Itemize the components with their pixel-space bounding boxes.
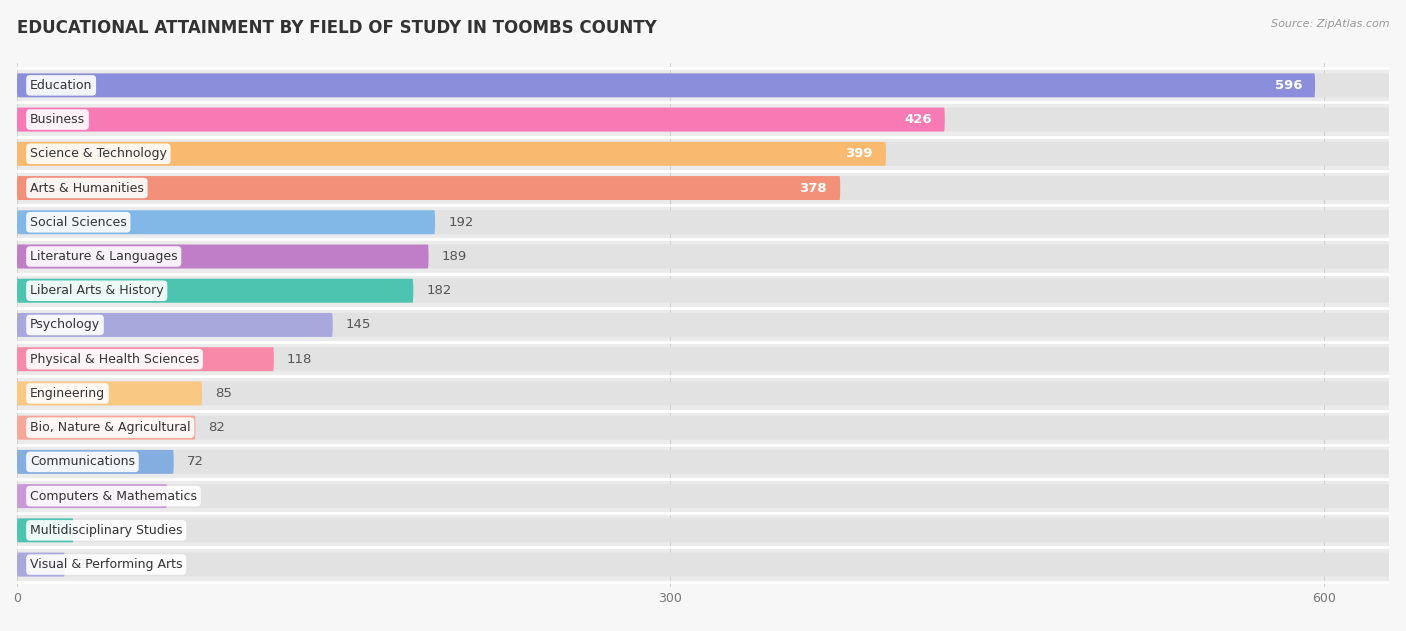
FancyBboxPatch shape bbox=[17, 68, 1389, 102]
Text: 426: 426 bbox=[904, 113, 932, 126]
Text: Arts & Humanities: Arts & Humanities bbox=[30, 182, 143, 194]
FancyBboxPatch shape bbox=[17, 205, 1389, 239]
FancyBboxPatch shape bbox=[17, 382, 1389, 405]
Text: 72: 72 bbox=[187, 456, 204, 468]
FancyBboxPatch shape bbox=[17, 376, 1389, 411]
FancyBboxPatch shape bbox=[17, 553, 1389, 577]
FancyBboxPatch shape bbox=[17, 142, 1389, 166]
FancyBboxPatch shape bbox=[17, 176, 1389, 200]
Text: EDUCATIONAL ATTAINMENT BY FIELD OF STUDY IN TOOMBS COUNTY: EDUCATIONAL ATTAINMENT BY FIELD OF STUDY… bbox=[17, 19, 657, 37]
FancyBboxPatch shape bbox=[17, 73, 1315, 97]
FancyBboxPatch shape bbox=[17, 313, 333, 337]
FancyBboxPatch shape bbox=[17, 210, 1389, 234]
Text: 82: 82 bbox=[208, 421, 225, 434]
Text: Communications: Communications bbox=[30, 456, 135, 468]
Text: 118: 118 bbox=[287, 353, 312, 366]
FancyBboxPatch shape bbox=[17, 513, 1389, 548]
FancyBboxPatch shape bbox=[17, 519, 1389, 542]
FancyBboxPatch shape bbox=[17, 553, 65, 577]
FancyBboxPatch shape bbox=[17, 210, 434, 234]
Text: Science & Technology: Science & Technology bbox=[30, 147, 167, 160]
Text: Computers & Mathematics: Computers & Mathematics bbox=[30, 490, 197, 503]
FancyBboxPatch shape bbox=[17, 347, 1389, 371]
Text: 399: 399 bbox=[845, 147, 873, 160]
FancyBboxPatch shape bbox=[17, 416, 1389, 440]
Text: Business: Business bbox=[30, 113, 86, 126]
FancyBboxPatch shape bbox=[17, 245, 1389, 268]
FancyBboxPatch shape bbox=[17, 137, 1389, 171]
Text: Liberal Arts & History: Liberal Arts & History bbox=[30, 284, 163, 297]
Text: 85: 85 bbox=[215, 387, 232, 400]
Text: 26: 26 bbox=[87, 524, 104, 537]
FancyBboxPatch shape bbox=[17, 108, 1389, 131]
Text: Literature & Languages: Literature & Languages bbox=[30, 250, 177, 263]
FancyBboxPatch shape bbox=[17, 245, 429, 268]
FancyBboxPatch shape bbox=[17, 176, 841, 200]
Text: Education: Education bbox=[30, 79, 93, 92]
Text: Bio, Nature & Agricultural: Bio, Nature & Agricultural bbox=[30, 421, 191, 434]
Text: Physical & Health Sciences: Physical & Health Sciences bbox=[30, 353, 200, 366]
Text: 189: 189 bbox=[441, 250, 467, 263]
FancyBboxPatch shape bbox=[17, 484, 1389, 508]
FancyBboxPatch shape bbox=[17, 73, 1389, 97]
FancyBboxPatch shape bbox=[17, 142, 886, 166]
FancyBboxPatch shape bbox=[17, 450, 174, 474]
Text: Engineering: Engineering bbox=[30, 387, 105, 400]
Text: Multidisciplinary Studies: Multidisciplinary Studies bbox=[30, 524, 183, 537]
Text: Psychology: Psychology bbox=[30, 319, 100, 331]
FancyBboxPatch shape bbox=[17, 548, 1389, 582]
Text: 22: 22 bbox=[77, 558, 94, 571]
FancyBboxPatch shape bbox=[17, 479, 1389, 513]
FancyBboxPatch shape bbox=[17, 313, 1389, 337]
FancyBboxPatch shape bbox=[17, 279, 1389, 303]
Text: 69: 69 bbox=[180, 490, 197, 503]
FancyBboxPatch shape bbox=[17, 102, 1389, 137]
FancyBboxPatch shape bbox=[17, 484, 167, 508]
FancyBboxPatch shape bbox=[17, 342, 1389, 376]
FancyBboxPatch shape bbox=[17, 411, 1389, 445]
FancyBboxPatch shape bbox=[17, 347, 274, 371]
FancyBboxPatch shape bbox=[17, 308, 1389, 342]
Text: Social Sciences: Social Sciences bbox=[30, 216, 127, 229]
FancyBboxPatch shape bbox=[17, 382, 202, 405]
FancyBboxPatch shape bbox=[17, 279, 413, 303]
FancyBboxPatch shape bbox=[17, 519, 73, 542]
FancyBboxPatch shape bbox=[17, 274, 1389, 308]
Text: 378: 378 bbox=[800, 182, 827, 194]
Text: 145: 145 bbox=[346, 319, 371, 331]
FancyBboxPatch shape bbox=[17, 171, 1389, 205]
FancyBboxPatch shape bbox=[17, 108, 945, 131]
FancyBboxPatch shape bbox=[17, 239, 1389, 274]
Text: 192: 192 bbox=[449, 216, 474, 229]
FancyBboxPatch shape bbox=[17, 416, 195, 440]
FancyBboxPatch shape bbox=[17, 445, 1389, 479]
Text: Visual & Performing Arts: Visual & Performing Arts bbox=[30, 558, 183, 571]
Text: 182: 182 bbox=[426, 284, 451, 297]
Text: 596: 596 bbox=[1274, 79, 1302, 92]
Text: Source: ZipAtlas.com: Source: ZipAtlas.com bbox=[1271, 19, 1389, 29]
FancyBboxPatch shape bbox=[17, 450, 1389, 474]
